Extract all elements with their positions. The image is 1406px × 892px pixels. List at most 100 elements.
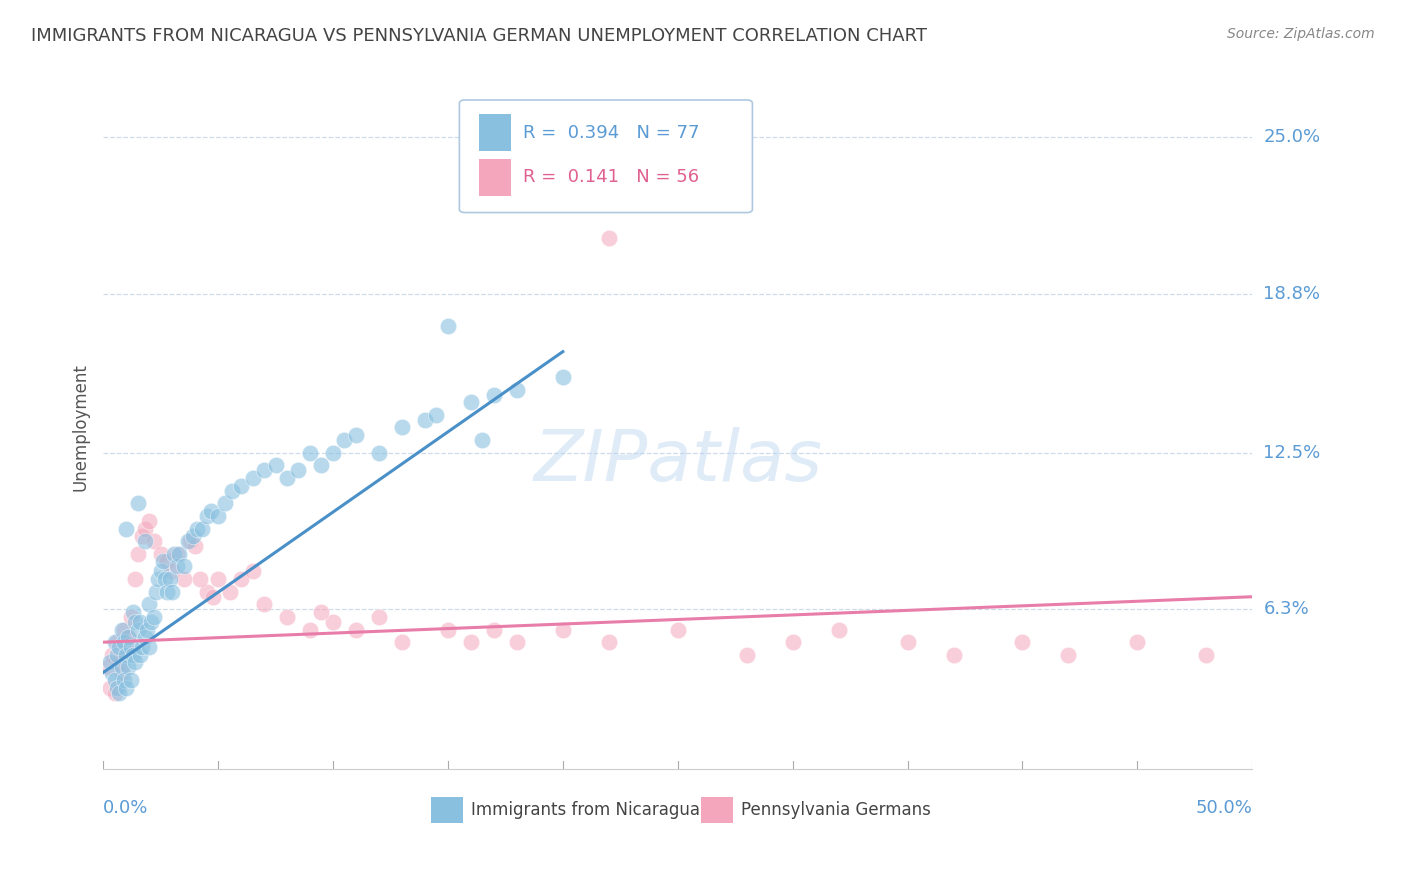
Point: [188, 572, 211, 586]
Point: [666, 623, 689, 637]
Point: [112, 635, 135, 649]
Point: [191, 521, 214, 535]
Point: [145, 584, 167, 599]
Point: [177, 534, 200, 549]
Point: [179, 534, 201, 549]
Point: [141, 615, 163, 629]
Point: [156, 584, 179, 599]
Point: [368, 446, 391, 460]
Point: [181, 529, 204, 543]
Point: [101, 665, 124, 680]
Point: [506, 635, 529, 649]
Point: [391, 635, 413, 649]
Point: [311, 458, 333, 473]
Point: [437, 319, 460, 334]
Point: [242, 471, 264, 485]
Point: [101, 648, 124, 662]
Point: [142, 534, 165, 549]
Bar: [479, 114, 512, 151]
Point: [104, 673, 127, 687]
Point: [460, 635, 482, 649]
Point: [149, 565, 172, 579]
Point: [229, 478, 252, 492]
Point: [735, 648, 758, 662]
Text: R =  0.394   N = 77: R = 0.394 N = 77: [523, 124, 699, 142]
Point: [104, 635, 127, 649]
Point: [1195, 648, 1218, 662]
Point: [98, 656, 121, 670]
Point: [134, 521, 156, 535]
Point: [200, 504, 222, 518]
Point: [551, 370, 574, 384]
Point: [110, 665, 132, 680]
Point: [195, 584, 218, 599]
Point: [1057, 648, 1080, 662]
Point: [127, 623, 149, 637]
Bar: [430, 797, 463, 823]
Text: 25.0%: 25.0%: [1264, 128, 1320, 146]
Point: [827, 623, 849, 637]
Point: [149, 547, 172, 561]
Point: [253, 463, 276, 477]
Point: [207, 508, 229, 523]
Point: [153, 572, 176, 586]
Point: [129, 648, 152, 662]
Point: [551, 623, 574, 637]
Point: [138, 597, 160, 611]
Point: [160, 565, 183, 579]
Point: [276, 471, 298, 485]
Y-axis label: Unemployment: Unemployment: [72, 364, 89, 491]
Text: 0.0%: 0.0%: [103, 799, 149, 817]
Point: [322, 446, 344, 460]
Point: [97, 660, 120, 674]
Point: [117, 660, 139, 674]
Point: [173, 572, 195, 586]
Point: [124, 656, 146, 670]
Point: [506, 383, 529, 397]
Text: Pennsylvania Germans: Pennsylvania Germans: [741, 801, 931, 819]
Point: [322, 615, 344, 629]
Point: [897, 635, 920, 649]
Point: [298, 446, 321, 460]
Point: [942, 648, 965, 662]
Text: R =  0.141   N = 56: R = 0.141 N = 56: [523, 169, 699, 186]
Point: [202, 590, 225, 604]
Point: [152, 554, 174, 568]
Point: [108, 656, 131, 670]
Point: [98, 681, 121, 695]
Point: [598, 231, 620, 245]
Point: [186, 521, 208, 535]
Point: [782, 635, 804, 649]
Point: [391, 420, 413, 434]
Point: [166, 547, 188, 561]
Point: [108, 640, 131, 655]
Point: [218, 584, 240, 599]
Point: [117, 630, 139, 644]
Point: [110, 623, 132, 637]
Text: Immigrants from Nicaragua: Immigrants from Nicaragua: [471, 801, 700, 819]
Point: [120, 640, 142, 655]
Point: [142, 610, 165, 624]
Point: [311, 605, 333, 619]
Point: [110, 660, 132, 674]
Point: [105, 648, 128, 662]
Point: [173, 559, 195, 574]
Point: [138, 640, 160, 655]
Point: [112, 623, 135, 637]
Point: [134, 534, 156, 549]
Point: [1126, 635, 1149, 649]
Point: [287, 463, 309, 477]
Point: [163, 547, 186, 561]
Text: ZIPatlas: ZIPatlas: [533, 427, 823, 496]
Point: [471, 433, 494, 447]
Text: 50.0%: 50.0%: [1195, 799, 1253, 817]
Point: [167, 547, 190, 561]
Point: [437, 623, 460, 637]
Point: [229, 572, 252, 586]
Point: [160, 584, 183, 599]
Bar: [700, 797, 733, 823]
Point: [138, 514, 160, 528]
Point: [166, 559, 188, 574]
Point: [115, 640, 138, 655]
Point: [460, 395, 482, 409]
